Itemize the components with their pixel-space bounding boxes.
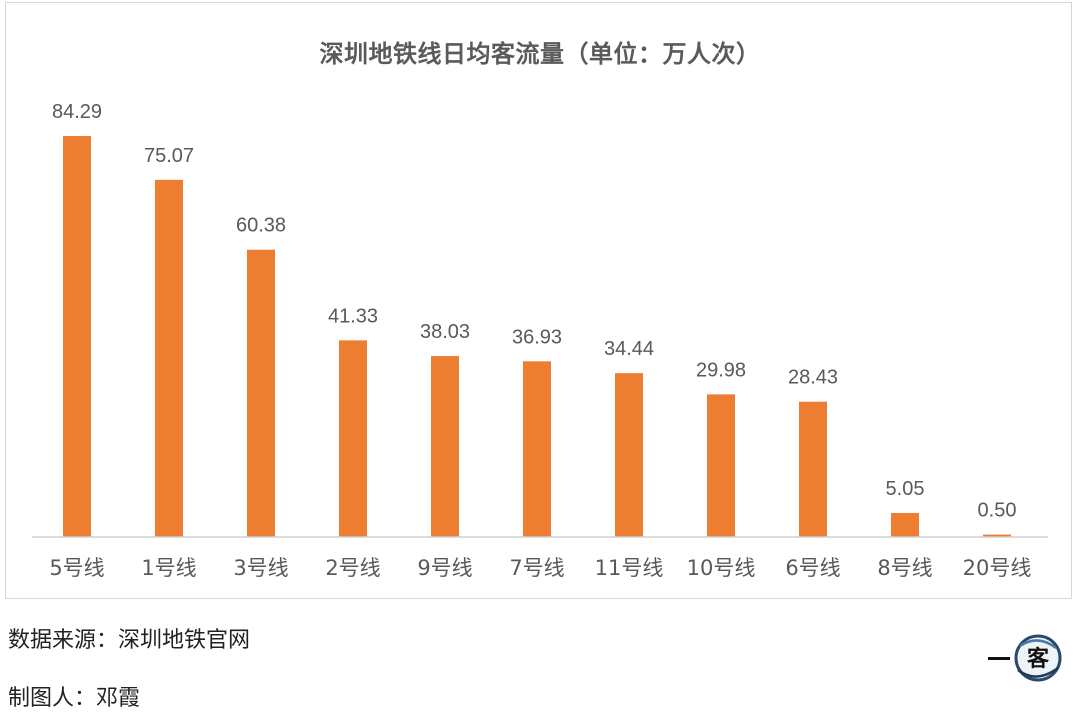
- labels-layer: 84.29 5号线 75.07 1号线 60.38 3号线 41.33 2号线 38.03 9号线…: [49, 101, 1031, 580]
- bar-11号线: [615, 373, 643, 537]
- value-label: 41.33: [328, 305, 378, 327]
- bar-6号线: [799, 401, 827, 537]
- bar-9号线: [431, 356, 459, 537]
- bar-3号线: [247, 249, 275, 537]
- value-label: 36.93: [512, 326, 562, 348]
- value-label: 28.43: [788, 367, 838, 389]
- value-label: 84.29: [52, 101, 102, 123]
- value-label: 75.07: [144, 145, 194, 167]
- bar-20号线: [983, 534, 1011, 537]
- value-label: 38.03: [420, 321, 470, 343]
- category-label: 7号线: [509, 556, 564, 580]
- value-label: 5.05: [886, 478, 925, 500]
- bar-8号线: [891, 512, 919, 537]
- category-label: 3号线: [233, 556, 288, 580]
- category-label: 9号线: [417, 556, 472, 580]
- category-label: 20号线: [963, 556, 1032, 580]
- bar-10号线: [707, 394, 735, 537]
- category-label: 10号线: [687, 556, 756, 580]
- ink-circle-logo-icon: 客: [988, 634, 1062, 682]
- bar-2号线: [339, 340, 367, 537]
- value-label: 29.98: [696, 359, 746, 381]
- bar-5号线: [63, 136, 91, 537]
- category-label: 5号线: [49, 556, 104, 580]
- value-label: 0.50: [978, 500, 1017, 522]
- bar-1号线: [155, 179, 183, 537]
- category-label: 11号线: [595, 556, 664, 580]
- bar-7号线: [523, 361, 551, 537]
- svg-text:客: 客: [1027, 646, 1050, 672]
- source-note: 数据来源：深圳地铁官网: [8, 628, 251, 653]
- category-label: 8号线: [877, 556, 932, 580]
- bar-chart: 84.29 5号线 75.07 1号线 60.38 3号线 41.33 2号线 38.03 9号线…: [32, 101, 1048, 580]
- category-label: 6号线: [785, 556, 840, 580]
- bars-layer: [63, 136, 1011, 537]
- chart-title: 深圳地铁线日均客流量（单位：万人次）: [319, 40, 761, 68]
- author-note: 制图人：邓霞: [8, 686, 141, 711]
- category-label: 1号线: [141, 556, 196, 580]
- value-label: 60.38: [236, 215, 286, 237]
- value-label: 34.44: [604, 338, 654, 360]
- category-label: 2号线: [325, 556, 380, 580]
